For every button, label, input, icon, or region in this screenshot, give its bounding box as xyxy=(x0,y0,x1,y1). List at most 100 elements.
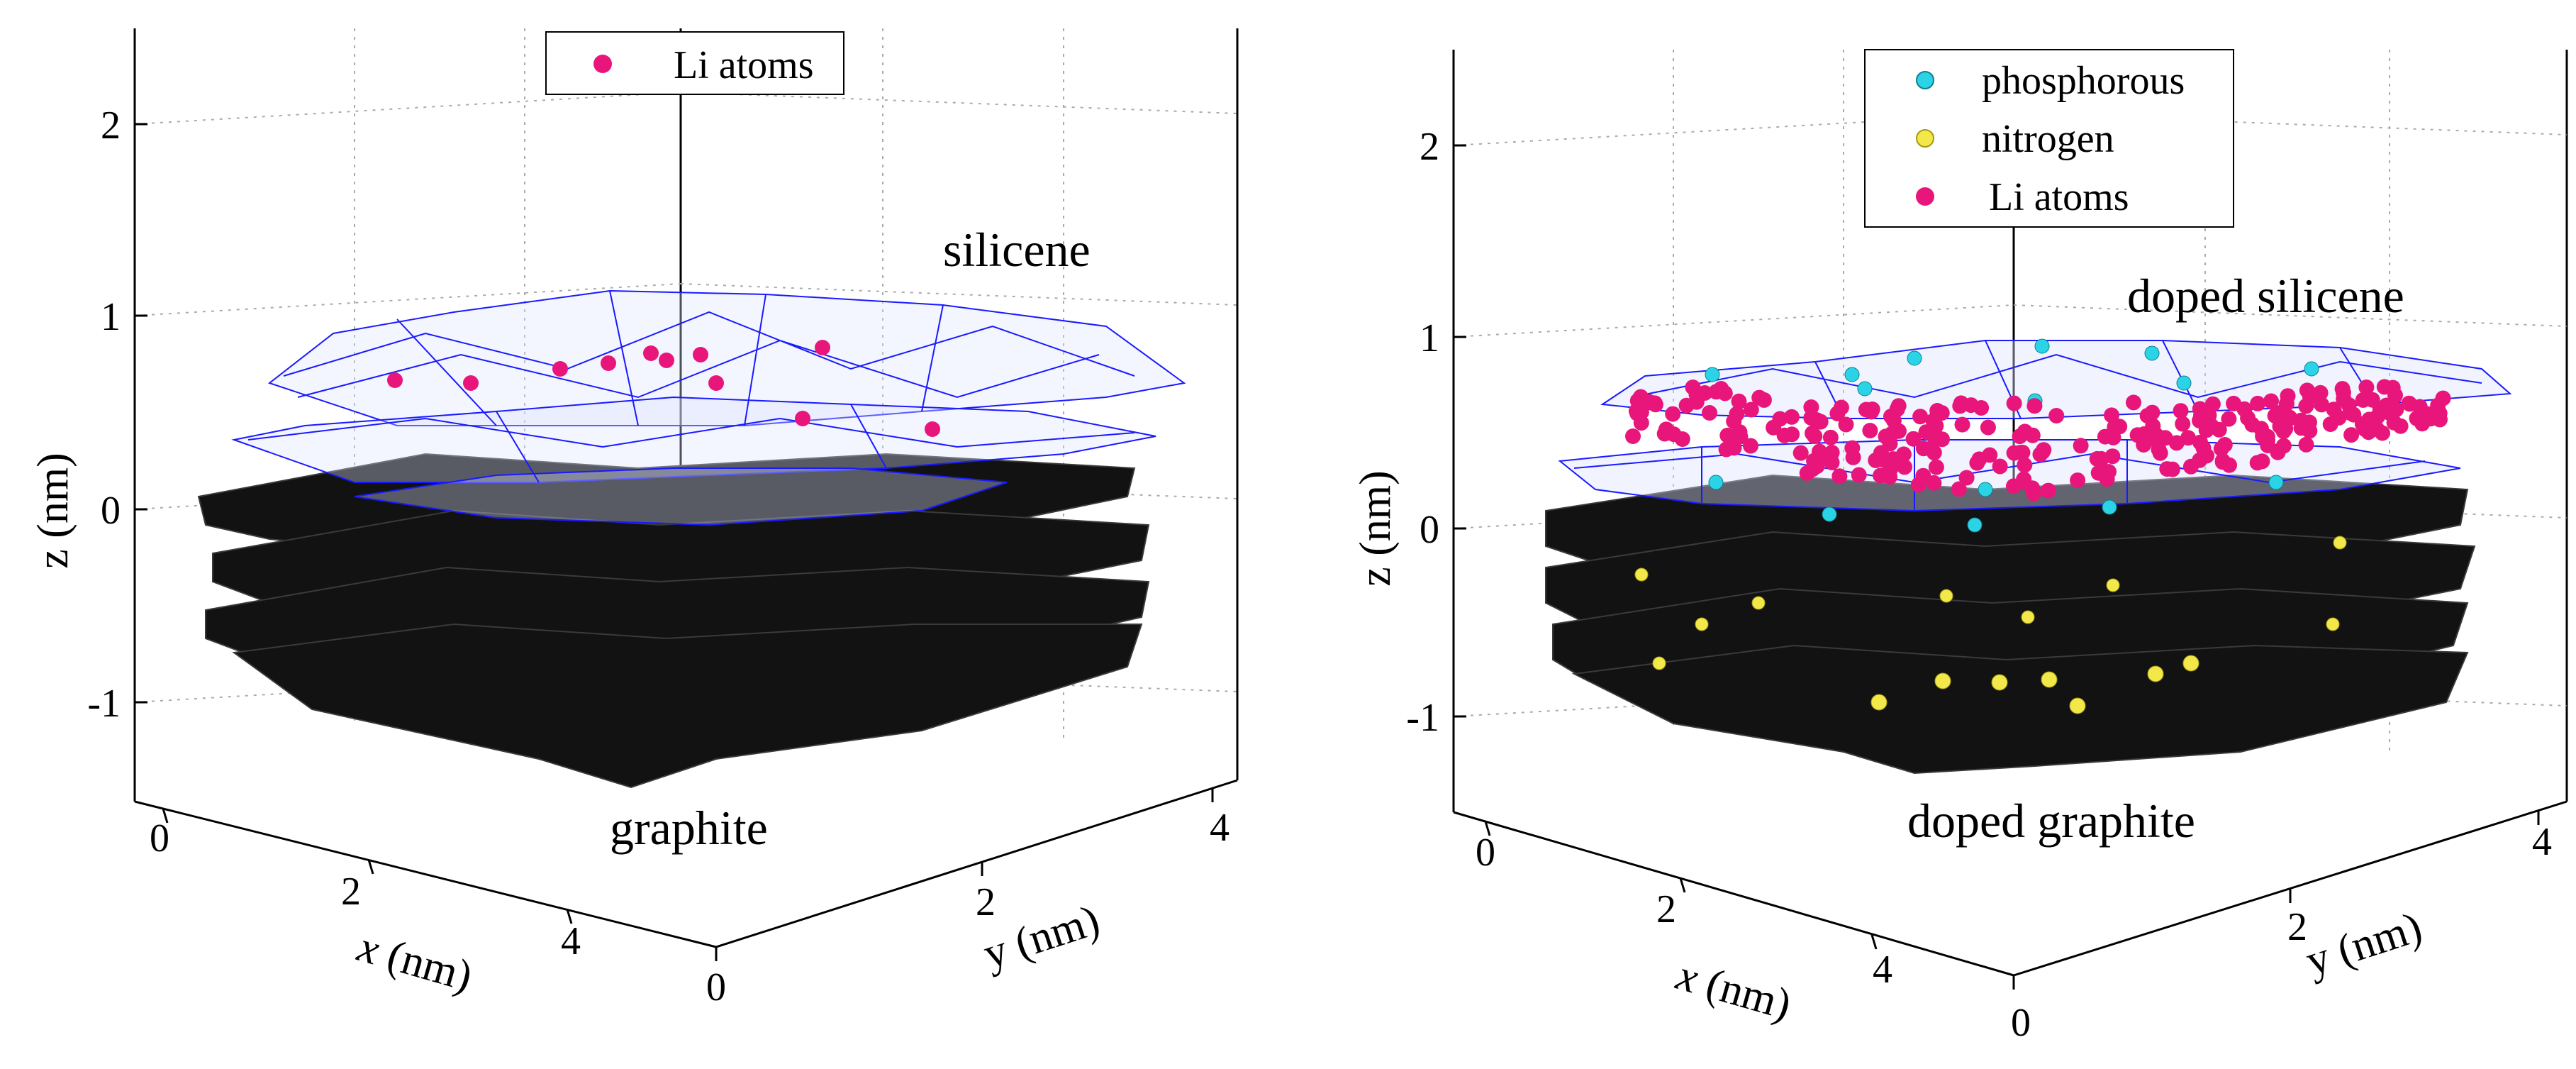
li-atom xyxy=(1858,401,1874,418)
li-atom xyxy=(1958,470,1975,486)
p-atom xyxy=(1978,482,1993,497)
right-x-axis-label: x (nm) xyxy=(1671,951,1797,1029)
li-atom xyxy=(1665,406,1681,422)
li-atom xyxy=(2139,432,2156,448)
li-atom xyxy=(2017,423,2033,440)
n-atom xyxy=(1695,617,1709,631)
p-atom xyxy=(1857,381,1873,397)
n-atom xyxy=(2021,610,2035,624)
li-atom xyxy=(925,421,940,437)
panel-right: 2 1 0 -1 z (nm) 0 2 4 x (nm) 0 2 4 y (nm… xyxy=(1351,49,2568,1045)
n-atom xyxy=(2333,536,2347,550)
li-atom xyxy=(2070,472,2086,489)
li-atom xyxy=(2331,409,2347,426)
left-z-tick-0: 0 xyxy=(101,489,121,533)
left-x-tick-4: 4 xyxy=(561,919,581,963)
li-atom xyxy=(2414,416,2431,432)
li-atom xyxy=(2214,454,2231,470)
li-atom xyxy=(2026,485,2042,502)
right-z-tick-neg1: -1 xyxy=(1406,696,1439,740)
left-z-tick-2: 2 xyxy=(101,104,121,148)
li-atom xyxy=(2369,421,2385,438)
n-atom xyxy=(2326,617,2340,631)
li-atom xyxy=(1890,398,1907,414)
li-atom xyxy=(1766,419,1782,436)
li-atom xyxy=(1954,416,1970,433)
li-atom xyxy=(1799,465,1815,481)
right-y-tick-4: 4 xyxy=(2532,820,2552,864)
li-atom xyxy=(1833,399,1849,416)
right-lower-layer-label: doped graphite xyxy=(1907,794,2195,848)
right-z-axis-label: z (nm) xyxy=(1351,470,1400,587)
li-atom xyxy=(815,340,830,355)
li-atom xyxy=(1873,445,1889,461)
right-y-tick-2: 2 xyxy=(2287,905,2307,949)
li-atom xyxy=(2173,403,2189,419)
li-atom xyxy=(1929,403,1946,419)
li-atom xyxy=(2180,430,2196,446)
li-atom xyxy=(1807,428,1823,444)
li-atom xyxy=(1625,428,1641,444)
li-atom xyxy=(643,345,659,361)
li-atom xyxy=(2249,455,2265,471)
doped-li-atoms xyxy=(1625,379,2451,502)
li-atoms xyxy=(387,340,940,437)
p-atom xyxy=(2268,475,2284,490)
li-atom xyxy=(2302,389,2318,405)
li-atom xyxy=(1806,453,1822,469)
p-atom xyxy=(1708,475,1724,490)
p-atom xyxy=(2176,375,2192,391)
li-atom xyxy=(1628,403,1644,419)
right-z-tick-2: 2 xyxy=(1420,125,1439,169)
li-atom xyxy=(1783,409,1800,425)
legend-n-marker xyxy=(1916,129,1934,148)
li-atom xyxy=(1718,441,1734,458)
li-atom xyxy=(2006,395,2022,411)
p-atom xyxy=(1967,517,1983,533)
right-x-tick-2: 2 xyxy=(1656,887,1676,931)
left-z-tick-1: 1 xyxy=(101,295,121,339)
right-z-tick-1: 1 xyxy=(1420,316,1439,360)
n-atom xyxy=(1939,589,1953,603)
li-atom xyxy=(1897,459,1912,475)
li-atom xyxy=(2192,401,2208,417)
li-atom xyxy=(2104,448,2121,465)
li-atom xyxy=(2026,398,2043,414)
li-atom xyxy=(1784,426,1800,443)
left-lower-layer-label: graphite xyxy=(610,801,768,855)
li-atom xyxy=(2211,421,2227,438)
li-atom xyxy=(2217,437,2233,453)
li-atom xyxy=(795,411,810,426)
li-atom xyxy=(1953,395,1969,411)
li-atom xyxy=(2381,404,2397,421)
n-atom xyxy=(2041,671,2058,688)
li-atom xyxy=(2175,416,2191,432)
li-atom xyxy=(1674,431,1690,447)
right-y-axis-label: y (nm) xyxy=(2300,903,2428,985)
li-atom xyxy=(2040,482,2056,499)
graphite-layers xyxy=(197,453,1150,789)
left-legend: Li atoms xyxy=(545,31,844,95)
li-atom xyxy=(2376,379,2392,395)
li-atom xyxy=(1971,451,1987,467)
right-x-tick-4: 4 xyxy=(1873,948,1892,992)
li-atom xyxy=(1915,441,1931,457)
n-atom xyxy=(1634,567,1649,582)
li-atom xyxy=(2343,427,2360,443)
legend-n-label: nitrogen xyxy=(1982,117,2114,161)
li-atom xyxy=(1756,392,1772,408)
panel-left: 2 1 0 -1 z (nm) 0 2 4 x (nm) 0 2 4 y (nm… xyxy=(29,28,1239,1009)
li-atom xyxy=(1862,423,1878,438)
li-atom xyxy=(1719,427,1736,443)
n-atom xyxy=(1652,656,1666,670)
p-atom xyxy=(2102,499,2117,515)
li-atom xyxy=(2346,406,2362,423)
p-atom xyxy=(2144,345,2160,361)
right-upper-layer-label: doped silicene xyxy=(2127,269,2404,323)
li-atom xyxy=(2298,436,2314,453)
n-atom xyxy=(1870,694,1888,711)
li-atom xyxy=(463,375,479,391)
legend-p-label: phosphorous xyxy=(1982,59,2185,103)
li-atom xyxy=(659,353,674,368)
